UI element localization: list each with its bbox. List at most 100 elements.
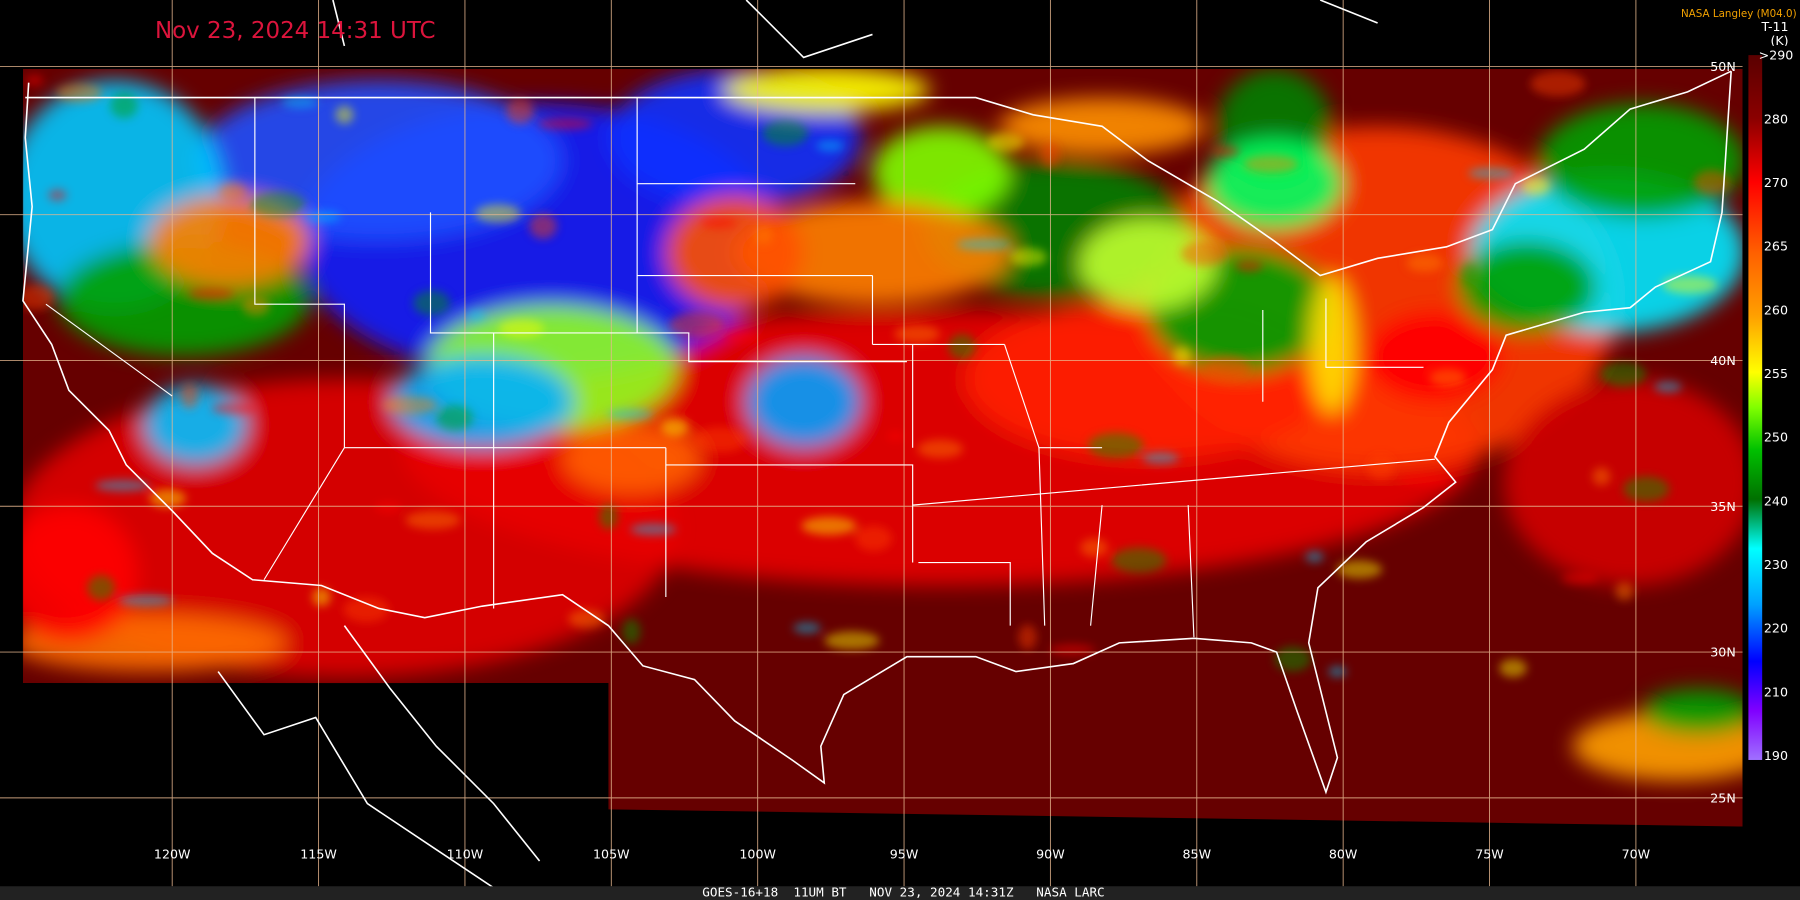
cloud-cell — [1088, 432, 1144, 459]
cloud — [149, 195, 310, 287]
cloud-cell — [312, 587, 331, 607]
cloud-cell — [816, 140, 844, 152]
cloud-cell — [1212, 145, 1240, 158]
state-lines — [45, 97, 1436, 638]
cloud-cell — [219, 182, 247, 201]
cloud-cell — [1375, 359, 1431, 371]
cloud-cell — [250, 191, 306, 217]
colorbar-label: 210 — [1764, 684, 1788, 699]
cloud-cell — [1623, 476, 1670, 502]
northern-border — [25, 70, 1732, 277]
cloud-cell — [824, 631, 880, 650]
cloud-cell — [630, 523, 677, 535]
latitude-label: 25N — [1710, 790, 1735, 805]
colorbar-label: 230 — [1764, 557, 1788, 572]
colorbar-unit: (K) — [1770, 33, 1788, 48]
cloud-cell — [948, 334, 976, 360]
cloud — [723, 68, 930, 113]
colorbar-label: 265 — [1764, 239, 1788, 254]
longitude-label: 90W — [1036, 847, 1065, 862]
cloud-cell — [1530, 71, 1586, 97]
cloud-cell — [917, 439, 964, 459]
cloud-cell — [1305, 551, 1324, 563]
colorbar-label: 255 — [1764, 366, 1788, 381]
cloud-cell — [529, 213, 557, 239]
cloud-cell — [56, 83, 103, 103]
cloud-cell — [956, 238, 1012, 251]
cloud-cell — [1181, 241, 1228, 267]
cloud — [22, 505, 138, 643]
colorbar-label: 220 — [1764, 621, 1788, 636]
cloud-cell — [607, 408, 654, 421]
cloud-cell — [506, 98, 534, 124]
cloud-cell — [467, 309, 486, 322]
cloud-cell — [211, 402, 258, 415]
colorbar-label: 240 — [1764, 493, 1788, 508]
cloud-cell — [886, 430, 905, 442]
cloud-detail — [22, 71, 1731, 678]
cloud-cell — [118, 594, 174, 607]
colorbar-title: T-11 — [1760, 19, 1788, 34]
cloud-cell — [1499, 658, 1527, 678]
cloud-cell — [723, 331, 760, 344]
cloud-cell — [281, 96, 318, 108]
cloud-cell — [343, 596, 390, 623]
cloud-cell — [1662, 275, 1718, 294]
latitude-label: 30N — [1710, 645, 1735, 660]
cloud-cell — [1049, 644, 1096, 656]
colorbar-labels: >290 280 270 265 260 255 250 240 230 220 210 190 — [1759, 48, 1794, 763]
cloud-cell — [894, 324, 941, 344]
cloud-cell — [661, 417, 689, 437]
cloud — [1538, 103, 1743, 219]
cloud-cell — [1522, 176, 1550, 196]
cloud-cell — [413, 290, 451, 316]
cloud-cell — [1018, 624, 1037, 650]
cloud-cell — [1173, 346, 1192, 366]
cloud — [1308, 275, 1355, 414]
cloud-cell — [188, 288, 235, 300]
latitude-label: 50N — [1710, 59, 1735, 74]
cloud-cell — [700, 216, 738, 229]
cloud-cell — [1243, 154, 1299, 174]
boundaries — [22, 0, 1732, 897]
cloud-cell — [1654, 381, 1682, 393]
colorbar-label: 250 — [1764, 430, 1788, 445]
cloud-cell — [801, 516, 857, 535]
longitude-label: 70W — [1622, 847, 1651, 862]
cloud — [872, 126, 1011, 219]
cloud-cell — [405, 510, 461, 530]
cloud-cell — [1328, 665, 1347, 678]
cloud-cell — [25, 74, 44, 87]
cloud-cell — [1367, 454, 1395, 480]
colorbar-label: 260 — [1764, 302, 1788, 317]
cloud-cell — [48, 189, 67, 201]
cloud-cell — [436, 405, 473, 431]
cloud — [390, 355, 574, 448]
longitude-label: 110W — [447, 847, 484, 862]
longitude-label: 80W — [1329, 847, 1358, 862]
cloud-cell — [22, 284, 54, 310]
graticule-labels: 120W 115W 110W 105W 100W 95W 90W 85W 80W 75W 70W 50… — [154, 59, 1736, 862]
cloud-cell — [1010, 247, 1047, 267]
cloud-cell — [87, 575, 115, 601]
cloud-cell — [1142, 452, 1179, 464]
cloud-cell — [762, 120, 809, 146]
cloud-cell — [1561, 572, 1599, 585]
graticule — [0, 0, 1743, 887]
cloud — [1079, 218, 1217, 310]
cloud-cell — [1615, 582, 1634, 601]
cloud-cell — [1460, 262, 1479, 289]
colorbar-label: 280 — [1764, 111, 1788, 126]
image-title: Nov 23, 2024 14:31 UTC — [155, 18, 436, 44]
latitude-label: 35N — [1710, 499, 1735, 514]
footer-bar — [0, 886, 1800, 900]
cloud-cell — [1274, 646, 1312, 672]
longitude-label: 85W — [1183, 847, 1212, 862]
us-outline — [22, 71, 1732, 795]
cloud-cell — [1468, 167, 1515, 180]
longitude-label: 75W — [1475, 847, 1504, 862]
longitude-label: 120W — [154, 847, 191, 862]
cloud — [734, 200, 1011, 305]
latitude-label: 40N — [1710, 353, 1735, 368]
cloud-cell — [1693, 169, 1731, 196]
